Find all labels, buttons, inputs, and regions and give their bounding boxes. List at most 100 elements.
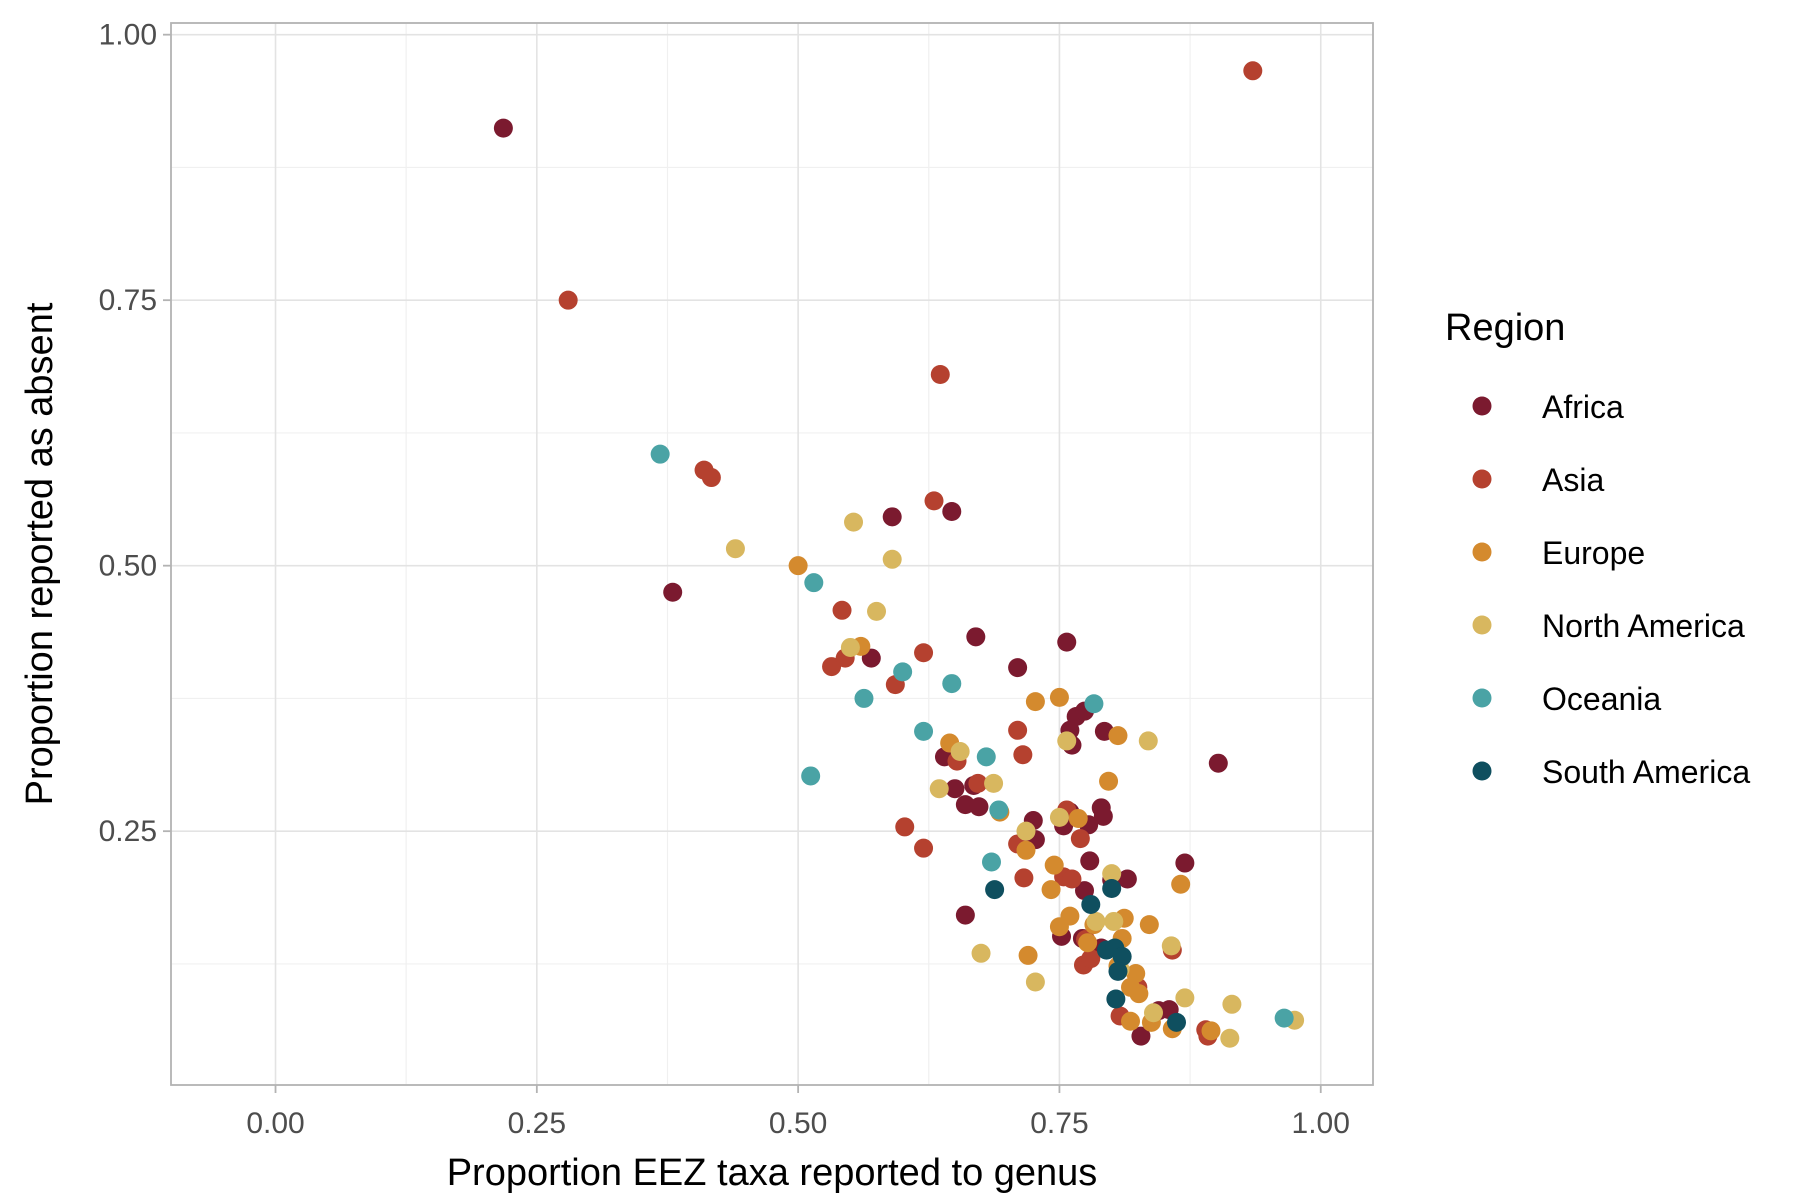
y-axis-title: Proportion reported as absent	[19, 302, 61, 805]
data-point-asia	[895, 817, 915, 837]
legend-swatch-south-america	[1472, 761, 1492, 781]
data-point-north-america	[867, 601, 887, 621]
legend: Region Africa Asia Europe North America Ocea…	[1445, 307, 1750, 790]
data-point-africa	[882, 507, 902, 527]
data-point-oceania	[976, 747, 996, 767]
legend-swatch-asia	[1472, 469, 1492, 489]
legend-label-africa: Africa	[1542, 389, 1624, 425]
data-point-asia	[1243, 61, 1263, 81]
data-point-asia	[701, 468, 721, 488]
data-point-europe	[1025, 692, 1045, 712]
x-axis-title: Proportion EEZ taxa reported to genus	[447, 1152, 1098, 1194]
legend-label-asia: Asia	[1542, 462, 1604, 498]
data-point-europe	[1139, 915, 1159, 935]
data-point-africa	[1057, 632, 1077, 652]
data-point-europe	[1041, 880, 1061, 900]
data-point-south-america	[985, 880, 1005, 900]
data-point-south-america	[1106, 989, 1126, 1009]
data-point-africa	[942, 502, 962, 522]
data-point-asia	[1008, 720, 1028, 740]
data-point-oceania	[801, 766, 821, 786]
panel-border	[170, 22, 1374, 1086]
data-point-north-america	[1220, 1028, 1240, 1048]
data-point-asia	[914, 838, 934, 858]
data-point-africa	[1117, 869, 1137, 889]
data-point-asia	[924, 491, 944, 511]
data-point-north-america	[882, 549, 902, 569]
data-point-north-america	[1161, 936, 1181, 956]
data-point-oceania	[989, 800, 1009, 820]
data-point-north-america	[1104, 911, 1124, 931]
legend-swatch-europe	[1472, 542, 1492, 562]
legend-label-oceania: Oceania	[1542, 681, 1661, 717]
data-point-north-america	[1049, 807, 1069, 827]
grid-layer	[171, 23, 1373, 1085]
data-point-oceania	[914, 721, 934, 741]
data-point-oceania	[1274, 1008, 1294, 1028]
data-point-africa	[1008, 658, 1028, 678]
data-point-asia	[968, 773, 988, 793]
data-point-asia	[1070, 829, 1090, 849]
data-point-north-america	[840, 637, 860, 657]
data-point-africa	[966, 627, 986, 647]
data-point-south-america	[1102, 879, 1122, 899]
data-point-africa	[493, 118, 513, 138]
ticks-layer: 0.00 0.25 0.50 0.75 1.00 0.25 0.50 0.75 1.00	[99, 19, 1350, 1140]
data-point-europe	[1099, 771, 1119, 791]
data-point-europe	[788, 556, 808, 576]
data-point-europe	[1016, 840, 1036, 860]
data-point-africa	[1093, 806, 1113, 826]
data-point-oceania	[1084, 694, 1104, 714]
y-tick-label: 0.75	[99, 284, 157, 317]
legend-swatch-africa	[1472, 396, 1492, 416]
legend-label-north-america: North America	[1542, 608, 1745, 644]
x-tick-label: 0.25	[508, 1107, 566, 1140]
data-point-south-america	[1081, 894, 1101, 914]
data-point-europe	[1044, 855, 1064, 875]
data-point-asia	[1013, 745, 1033, 765]
data-point-europe	[1201, 1021, 1221, 1041]
data-point-asia	[558, 290, 578, 310]
data-point-asia	[1014, 868, 1034, 888]
data-point-oceania	[893, 662, 913, 682]
data-point-oceania	[804, 573, 824, 593]
data-point-north-america	[984, 773, 1004, 793]
data-point-north-america	[950, 742, 970, 762]
data-point-north-america	[1057, 731, 1077, 751]
data-point-north-america	[1144, 1003, 1164, 1023]
data-point-south-america	[1112, 946, 1132, 966]
data-point-north-america	[1025, 972, 1045, 992]
data-point-south-america	[1108, 961, 1128, 981]
data-point-oceania	[981, 852, 1001, 872]
data-point-north-america	[1175, 988, 1195, 1008]
data-point-europe	[1068, 808, 1088, 828]
data-point-oceania	[942, 674, 962, 694]
data-point-africa	[955, 905, 975, 925]
data-point-asia	[1062, 869, 1082, 889]
data-point-europe	[1108, 726, 1128, 746]
data-point-europe	[1129, 984, 1149, 1004]
data-point-europe	[1171, 874, 1191, 894]
legend-items: Africa Asia Europe North America Oceania Sout…	[1472, 389, 1750, 790]
data-point-north-america	[844, 512, 864, 532]
x-tick-label: 1.00	[1292, 1107, 1350, 1140]
y-tick-label: 0.50	[99, 550, 157, 583]
data-point-europe	[1060, 906, 1080, 926]
data-point-asia	[930, 365, 950, 385]
data-point-europe	[1078, 933, 1098, 953]
data-point-north-america	[1138, 731, 1158, 751]
data-point-africa	[945, 779, 965, 799]
data-point-africa	[663, 582, 683, 602]
data-point-africa	[1131, 1026, 1151, 1046]
data-point-europe	[1049, 687, 1069, 707]
data-point-north-america	[1016, 821, 1036, 841]
data-point-asia	[914, 643, 934, 663]
data-point-asia	[832, 600, 852, 620]
legend-label-south-america: South America	[1542, 754, 1750, 790]
data-point-europe	[1121, 1011, 1141, 1031]
data-point-north-america	[1102, 864, 1122, 884]
data-point-africa	[969, 797, 989, 817]
data-point-north-america	[971, 943, 991, 963]
